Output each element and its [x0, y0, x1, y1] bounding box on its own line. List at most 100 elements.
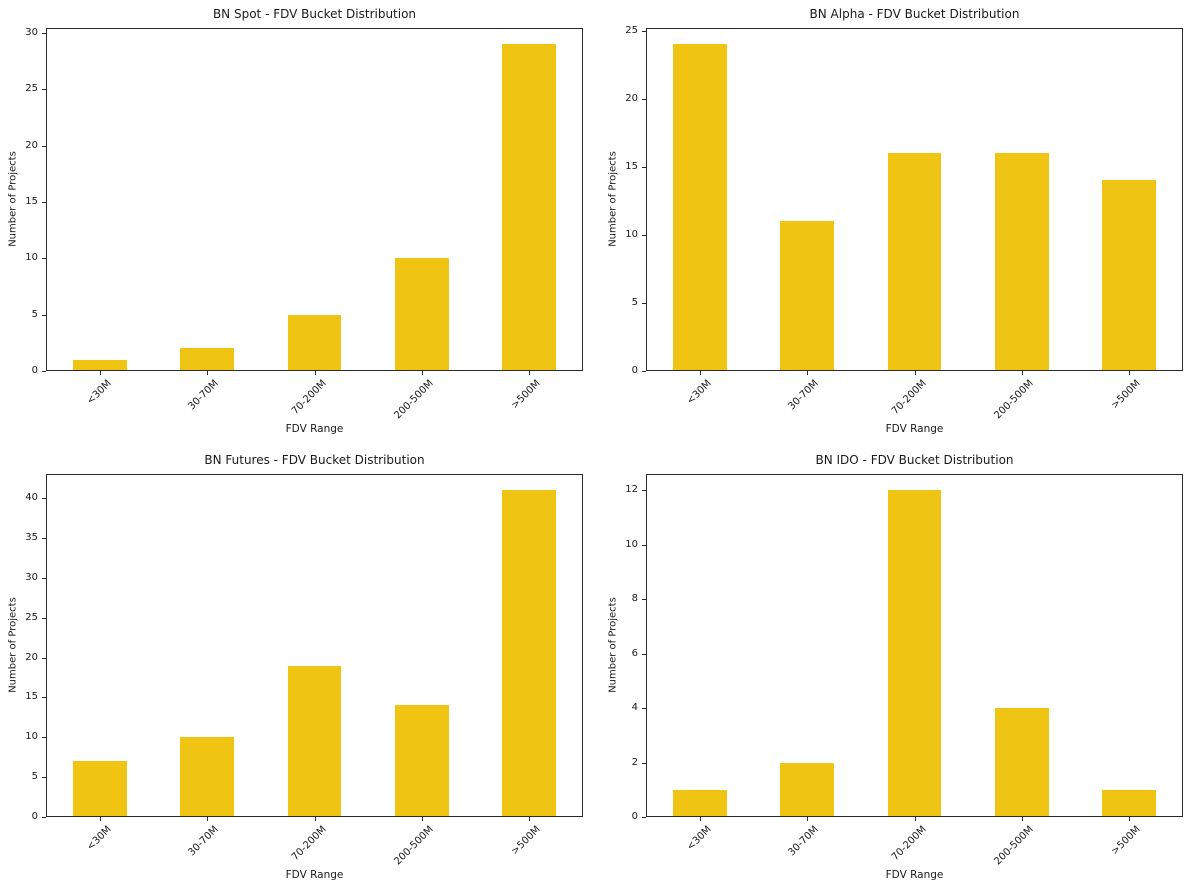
- x-tick-label: 70-200M: [889, 378, 929, 417]
- y-tick-mark: [642, 817, 646, 818]
- y-tick-label: 5: [31, 308, 38, 320]
- x-tick-mark: [421, 371, 423, 375]
- y-tick-label: 0: [31, 811, 38, 822]
- y-tick-mark: [42, 258, 46, 260]
- y-tick-mark: [42, 145, 46, 147]
- y-tick-mark: [42, 202, 46, 204]
- x-tick-mark: [99, 371, 101, 375]
- y-tick-label: 5: [31, 771, 38, 783]
- x-tick-mark: [1129, 817, 1131, 821]
- y-tick-label: 10: [625, 228, 638, 240]
- bar-200-500M: [995, 153, 1049, 371]
- y-tick-mark: [642, 599, 646, 601]
- chart-bn-futures: BN Futures - FDV Bucket Distribution Num…: [0, 446, 600, 893]
- bar-30-70M: [780, 221, 834, 371]
- chart-bn-spot: BN Spot - FDV Bucket Distribution Number…: [0, 0, 600, 446]
- x-tick-label: 200-500M: [992, 824, 1036, 868]
- x-tick-mark: [914, 817, 916, 821]
- y-tick-label: 4: [631, 702, 638, 714]
- y-tick-label: 30: [25, 27, 38, 39]
- y-tick-label: 25: [25, 611, 38, 623]
- bar-<30M: [672, 789, 727, 817]
- x-tick-mark: [1021, 371, 1023, 375]
- y-tick-mark: [42, 371, 46, 372]
- bar-200-500M: [995, 708, 1049, 817]
- y-tick-label: 35: [25, 532, 38, 544]
- y-tick-mark: [642, 166, 646, 168]
- y-tick-label: 0: [631, 365, 638, 376]
- y-tick-mark: [642, 490, 646, 492]
- plot-area: [646, 28, 1183, 371]
- bar-70-200M: [887, 490, 942, 817]
- x-tick-label: 200-500M: [992, 378, 1036, 422]
- x-tick-label: 200-500M: [392, 378, 436, 422]
- y-tick-mark: [42, 538, 46, 540]
- y-tick-mark: [642, 30, 646, 32]
- y-tick-mark: [42, 617, 46, 619]
- x-tick-label: <30M: [684, 378, 714, 407]
- x-tick-mark: [699, 371, 701, 375]
- x-tick-label: 200-500M: [392, 824, 436, 868]
- x-tick-label: 30-70M: [186, 824, 221, 859]
- bar-70-200M: [287, 665, 342, 817]
- x-tick-mark: [207, 371, 209, 375]
- y-tick-label: 0: [631, 811, 638, 822]
- y-tick-mark: [42, 777, 46, 779]
- x-tick-mark: [1021, 817, 1023, 821]
- x-tick-mark: [314, 371, 316, 375]
- x-tick-label: 70-200M: [289, 824, 329, 863]
- y-tick-mark: [42, 657, 46, 659]
- y-tick-mark: [642, 234, 646, 236]
- x-tick-mark: [529, 817, 531, 821]
- x-tick-label: 30-70M: [786, 378, 821, 413]
- x-tick-label: <30M: [84, 824, 114, 853]
- x-tick-mark: [1129, 371, 1131, 375]
- chart-title: BN Spot - FDV Bucket Distribution: [212, 7, 417, 21]
- y-tick-label: 20: [25, 651, 38, 663]
- bar-70-200M: [887, 153, 942, 371]
- y-tick-mark: [642, 708, 646, 710]
- x-axis-label: FDV Range: [885, 869, 944, 881]
- y-tick-label: 12: [625, 484, 638, 496]
- chart-bn-ido: BN IDO - FDV Bucket Distribution Number …: [600, 446, 1200, 893]
- y-tick-label: 10: [25, 731, 38, 743]
- y-tick-label: 20: [625, 92, 638, 104]
- y-tick-label: 30: [25, 571, 38, 583]
- bar->500M: [502, 44, 557, 371]
- y-axis-label: Number of Projects: [607, 597, 619, 693]
- x-tick-label: 70-200M: [889, 824, 929, 863]
- x-tick-label: >500M: [509, 824, 544, 858]
- x-tick-label: <30M: [84, 378, 114, 407]
- y-tick-mark: [42, 817, 46, 818]
- x-tick-label: >500M: [1109, 378, 1144, 412]
- y-tick-mark: [642, 653, 646, 655]
- x-axis-label: FDV Range: [285, 869, 344, 881]
- x-tick-label: <30M: [684, 824, 714, 853]
- plot-area: [646, 474, 1183, 817]
- y-tick-mark: [42, 89, 46, 91]
- y-tick-mark: [42, 314, 46, 316]
- bar->500M: [1102, 789, 1157, 817]
- x-tick-mark: [99, 817, 101, 821]
- x-tick-mark: [807, 371, 809, 375]
- y-tick-label: 6: [631, 647, 638, 659]
- y-tick-label: 10: [625, 538, 638, 550]
- y-tick-mark: [42, 737, 46, 739]
- x-tick-mark: [914, 371, 916, 375]
- chart-title: BN IDO - FDV Bucket Distribution: [815, 453, 1014, 467]
- plot-area: [46, 28, 583, 371]
- bar-70-200M: [287, 314, 342, 371]
- bar-30-70M: [780, 762, 834, 817]
- x-tick-label: 30-70M: [186, 378, 221, 413]
- bar-200-500M: [395, 258, 449, 371]
- x-tick-mark: [207, 817, 209, 821]
- y-tick-label: 0: [31, 365, 38, 376]
- x-tick-label: 70-200M: [289, 378, 329, 417]
- y-tick-mark: [642, 98, 646, 100]
- x-axis-label: FDV Range: [885, 423, 944, 435]
- bar-<30M: [72, 359, 127, 371]
- y-tick-label: 8: [631, 593, 638, 605]
- y-tick-label: 15: [25, 196, 38, 208]
- bar->500M: [502, 490, 557, 817]
- y-tick-label: 25: [25, 83, 38, 95]
